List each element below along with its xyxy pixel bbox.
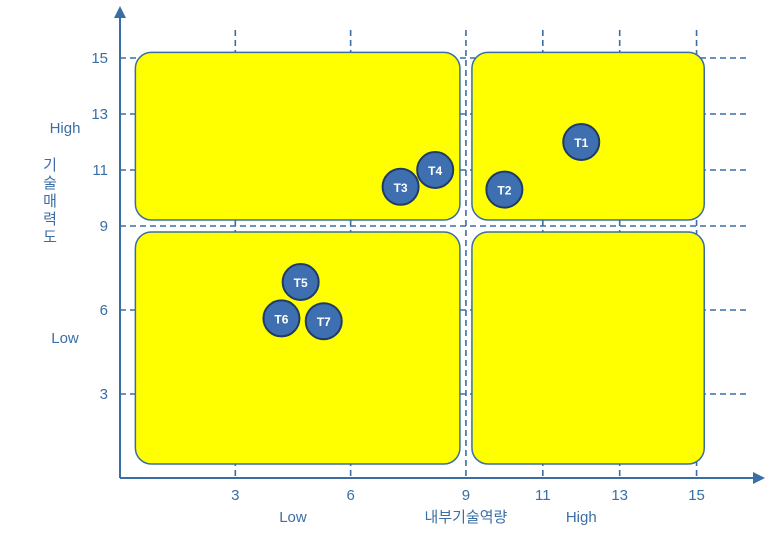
y-tick-13: 13	[91, 106, 108, 123]
y-tick-15: 15	[91, 50, 108, 67]
y-tick-11: 11	[92, 162, 108, 179]
point-label-T5: T5	[294, 276, 308, 290]
x-tick-9: 9	[462, 487, 470, 504]
y-low-label: Low	[51, 330, 79, 347]
y-tick-6: 6	[100, 302, 108, 319]
x-tick-13: 13	[611, 487, 628, 504]
y-axis-title-char-3: 력	[43, 211, 57, 228]
x-axis-title: 내부기술역량	[425, 509, 508, 526]
point-label-T7: T7	[317, 315, 331, 329]
x-tick-11: 11	[535, 487, 551, 504]
y-axis-title-char-2: 매	[43, 193, 57, 210]
y-tick-3: 3	[100, 386, 108, 403]
x-tick-3: 3	[231, 487, 239, 504]
point-label-T4: T4	[428, 164, 442, 178]
point-label-T2: T2	[497, 184, 511, 198]
quadrant-chart: 3 6 9 11 13 15 3 6 9 11 13 15 Low 내부기술역량 High High Low 기술…	[0, 0, 769, 552]
y-tick-9: 9	[100, 218, 108, 235]
y-axis-title-char-4: 도	[43, 229, 57, 246]
chart-svg: 3 6 9 11 13 15 3 6 9 11 13 15 Low 내부기술역량 High High Low 기술…	[0, 0, 769, 552]
point-label-T6: T6	[274, 312, 288, 326]
y-high-label: High	[50, 120, 81, 137]
x-tick-15: 15	[688, 487, 705, 504]
y-axis-arrow	[114, 6, 126, 18]
x-low-label: Low	[279, 509, 307, 526]
y-axis-title-char-0: 기	[43, 157, 57, 174]
quadrant-bottom-right	[472, 232, 704, 464]
y-axis-title-char-1: 술	[43, 175, 57, 192]
x-high-label: High	[566, 509, 597, 526]
point-label-T1: T1	[574, 136, 588, 150]
x-axis-arrow	[753, 472, 765, 484]
point-label-T3: T3	[394, 181, 408, 195]
x-tick-6: 6	[346, 487, 354, 504]
